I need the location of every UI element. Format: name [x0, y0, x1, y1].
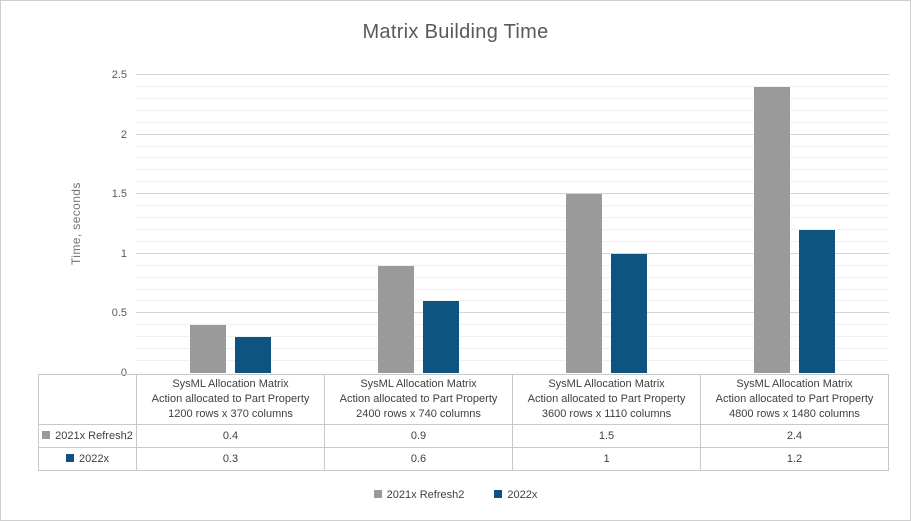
y-tick-label: 1: [120, 247, 127, 260]
bar-2021x-refresh2-2: [566, 194, 603, 373]
minor-gridline: [136, 240, 889, 242]
series-name-label: 2021x Refresh2: [55, 430, 133, 442]
table-row: 2021x Refresh2 0.4 0.9 1.5 2.4: [38, 424, 889, 448]
minor-gridline: [136, 300, 889, 302]
minor-gridline: [136, 97, 889, 99]
value-cell: 0.3: [136, 447, 325, 471]
major-gridline: [136, 312, 889, 314]
bar-2021x-refresh2-3: [754, 86, 791, 373]
value-cell: 1.5: [512, 424, 701, 448]
y-tick-label: 2.5: [111, 69, 127, 81]
legend: 2021x Refresh2 2022x: [1, 487, 910, 503]
minor-gridline: [136, 217, 889, 219]
minor-gridline: [136, 157, 889, 159]
minor-gridline: [136, 228, 889, 230]
minor-gridline: [136, 205, 889, 207]
minor-gridline: [136, 264, 889, 266]
bar-group-1: [324, 75, 512, 373]
table-row: 2022x 0.3 0.6 1 1.2: [38, 447, 889, 471]
bar-group-3: [701, 75, 889, 373]
minor-gridline: [136, 360, 889, 362]
bar-2022x-0: [234, 337, 271, 373]
minor-gridline: [136, 276, 889, 278]
bar-2021x-refresh2-0: [189, 325, 226, 373]
bar-2022x-2: [611, 253, 648, 373]
series-key-swatch: [66, 454, 74, 463]
minor-gridline: [136, 145, 889, 147]
minor-gridline: [136, 181, 889, 183]
y-tick-label: 2: [120, 128, 127, 141]
category-header-cell: SysML Allocation Matrix Action allocated…: [700, 374, 889, 425]
minor-gridline: [136, 109, 889, 111]
plot-area: [136, 74, 889, 373]
series-name-cell: 2021x Refresh2: [38, 424, 137, 448]
major-gridline: [136, 74, 889, 75]
minor-gridline: [136, 288, 889, 290]
value-cell: 0.6: [324, 447, 513, 471]
minor-gridline: [136, 348, 889, 350]
legend-item: 2021x Refresh2: [373, 489, 465, 501]
category-header-cell: SysML Allocation Matrix Action allocated…: [136, 374, 325, 425]
table-corner-cell: [38, 374, 137, 425]
major-gridline: [136, 133, 889, 135]
data-table: SysML Allocation Matrix Action allocated…: [38, 374, 889, 471]
bar-group-2: [513, 75, 701, 373]
series-key-swatch: [42, 431, 51, 440]
legend-swatch: [373, 490, 382, 498]
value-cell: 2.4: [700, 424, 889, 448]
series-name-label: 2022x: [79, 453, 109, 465]
y-axis-tick-labels: 0 0.5 1 1.5 2 2.5: [91, 69, 127, 379]
category-header-cell: SysML Allocation Matrix Action allocated…: [512, 374, 701, 425]
y-tick-label: 0.5: [111, 307, 127, 320]
value-cell: 0.9: [324, 424, 513, 448]
category-header-cell: SysML Allocation Matrix Action allocated…: [324, 374, 513, 425]
bar-2022x-3: [799, 229, 836, 373]
y-tick-label: 0: [120, 367, 127, 379]
legend-swatch: [494, 490, 503, 498]
series-name-cell: 2022x: [38, 447, 137, 471]
major-gridline: [136, 252, 889, 254]
legend-item: 2022x: [494, 489, 537, 501]
legend-label: 2022x: [507, 489, 538, 501]
value-cell: 0.4: [136, 424, 325, 448]
bar-group-0: [136, 75, 324, 373]
minor-gridline: [136, 85, 889, 87]
legend-label: 2021x Refresh2: [386, 489, 465, 501]
y-axis-title: Time, seconds: [69, 182, 83, 266]
bar-2021x-refresh2-1: [377, 265, 414, 373]
major-gridline: [136, 193, 889, 195]
minor-gridline: [136, 169, 889, 171]
minor-gridline: [136, 336, 889, 338]
y-tick-label: 1.5: [111, 188, 127, 201]
minor-gridline: [136, 121, 889, 123]
bar-2022x-1: [422, 301, 459, 373]
value-cell: 1: [512, 447, 701, 471]
minor-gridline: [136, 324, 889, 326]
value-cell: 1.2: [700, 447, 889, 471]
chart-title: Matrix Building Time: [362, 21, 549, 43]
